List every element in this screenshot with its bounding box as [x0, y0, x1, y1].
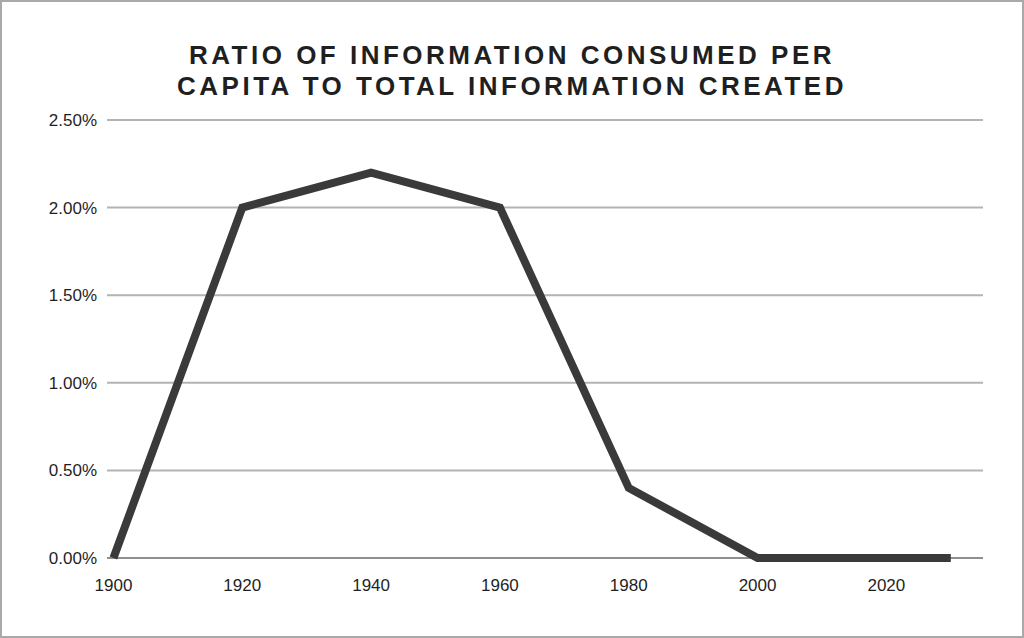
y-tick-label: 1.50%	[49, 286, 97, 305]
chart-canvas: 0.00% 0.50% 1.00% 1.50% 2.00% 2.50% 1900 1920 19…	[2, 2, 1024, 636]
y-tick-label: 0.00%	[49, 549, 97, 568]
data-line	[113, 173, 950, 558]
x-tick-label: 1960	[481, 576, 519, 595]
x-tick-label: 2020	[867, 576, 905, 595]
y-tick-label: 1.00%	[49, 374, 97, 393]
x-tick-label: 1900	[95, 576, 133, 595]
x-tick-label: 1920	[223, 576, 261, 595]
x-tick-label: 1980	[610, 576, 648, 595]
x-tick-label: 2000	[739, 576, 777, 595]
chart-window: { "window": { "background": "#ffffff", "…	[0, 0, 1024, 638]
x-tick-label: 1940	[352, 576, 390, 595]
y-tick-label: 2.50%	[49, 111, 97, 130]
y-tick-label: 2.00%	[49, 199, 97, 218]
y-tick-label: 0.50%	[49, 461, 97, 480]
